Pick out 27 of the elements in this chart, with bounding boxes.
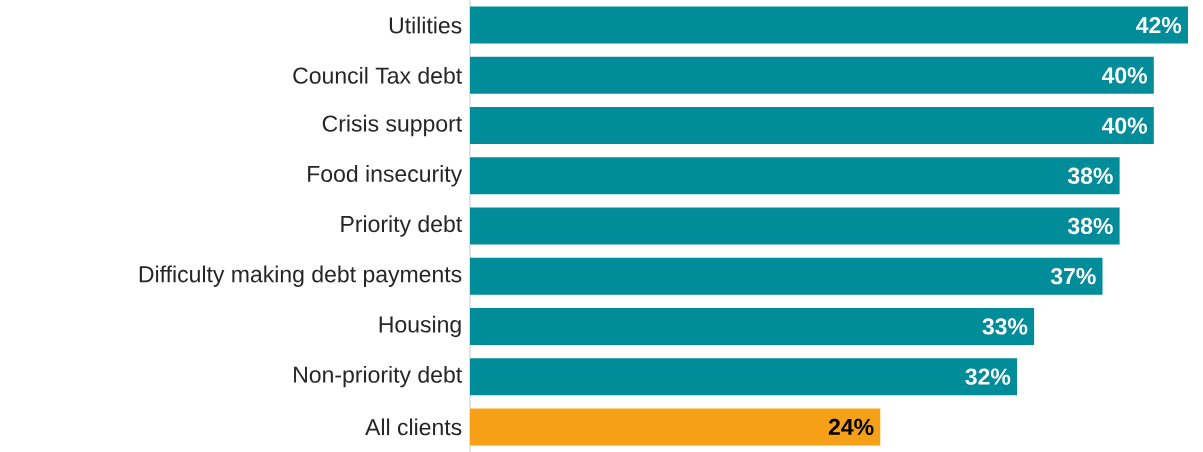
bar (470, 307, 1035, 345)
data-label: 38% (1067, 217, 1113, 235)
data-label: 40% (1101, 117, 1147, 134)
y-tick-label: Utilities (389, 16, 462, 34)
data-label: 24% (828, 418, 874, 435)
data-label: 40% (1101, 67, 1147, 84)
y-tick-label: Non-priority debt (294, 365, 462, 388)
data-label: 42% (1136, 17, 1182, 34)
y-tick-label: Crisis support (322, 114, 462, 137)
y-tick-label: Council Tax debt (293, 66, 462, 84)
data-label: 33% (982, 318, 1028, 335)
data-label: 38% (1067, 167, 1113, 184)
bar (470, 6, 1188, 44)
bar (470, 56, 1154, 94)
y-tick-label: Housing (379, 315, 461, 338)
y-tick-label: All clients (365, 418, 462, 436)
bar (470, 358, 1018, 396)
bar (470, 257, 1103, 295)
bar (470, 408, 881, 446)
bar (470, 107, 1154, 145)
y-tick-label: Food insecurity (308, 165, 463, 187)
data-label: 32% (965, 368, 1011, 385)
y-tick-label: Difficulty making debt payments (139, 265, 462, 287)
bar (470, 207, 1120, 245)
data-label: 37% (1050, 268, 1096, 285)
bar (470, 157, 1120, 195)
y-tick-label: Priority debt (341, 215, 462, 237)
